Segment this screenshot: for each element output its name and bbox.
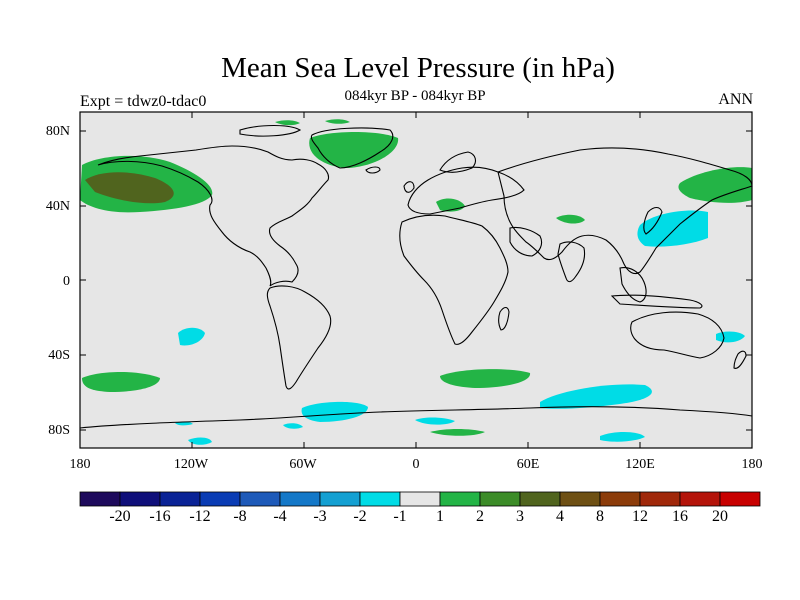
- anomaly-antarctic: [430, 429, 485, 436]
- colorbar-box: [359, 491, 401, 507]
- lat-label-40s: 40S: [48, 348, 70, 363]
- coast-antarctica: [79, 406, 753, 429]
- lon-label-120e: 120E: [625, 457, 655, 472]
- lon-label-180e: 180: [741, 457, 763, 472]
- colorbar-box: [639, 491, 681, 507]
- coast-europe: [407, 166, 525, 215]
- colorbar-box: [119, 491, 161, 507]
- lat-label-0: 0: [63, 274, 70, 289]
- lon-label-120w: 120W: [173, 457, 209, 472]
- colorbar-tick-label: 20: [712, 508, 728, 525]
- chart-subtitle: 084kyr BP - 084kyr BP: [344, 88, 486, 104]
- coast-asia: [497, 147, 753, 275]
- season-label: ANN: [718, 91, 753, 108]
- colorbar-tick-label: -1: [393, 508, 407, 525]
- map-background: [80, 112, 752, 448]
- anomaly-antarctic-east: [600, 431, 645, 442]
- anomaly-nw-pacific: [678, 167, 752, 203]
- colorbar-tick-label: 3: [516, 508, 524, 525]
- positive-anomaly-regions: [80, 119, 752, 436]
- colorbar-box: [479, 491, 521, 507]
- lon-label-60e: 60E: [516, 457, 540, 472]
- colorbar-tick-label: 12: [632, 508, 648, 525]
- axis-ticks: [79, 112, 753, 448]
- colorbar-tick-label: -20: [109, 508, 131, 525]
- colorbar-box: [559, 491, 601, 507]
- coast-greenland: [310, 127, 394, 169]
- chart-title: Mean Sea Level Pressure (in hPa): [221, 52, 615, 84]
- coastlines: [79, 124, 753, 429]
- anomaly-antarctic-west: [415, 417, 455, 425]
- colorbar-tick-label: 8: [596, 508, 604, 525]
- colorbar-box: [319, 491, 361, 507]
- colorbar-box: [519, 491, 561, 507]
- lat-label-80n: 80N: [45, 124, 70, 139]
- colorbar-tick-label: -2: [353, 508, 367, 525]
- coast-africa: [399, 214, 509, 345]
- coast-india: [557, 241, 586, 283]
- colorbar-tick-label: -12: [189, 508, 211, 525]
- colorbar-tick-label: 2: [476, 508, 484, 525]
- lat-label-40n: 40N: [45, 199, 70, 214]
- lon-label-180w: 180: [69, 457, 91, 472]
- coast-new-zealand: [733, 350, 747, 369]
- colorbar-tick-label: -3: [313, 508, 327, 525]
- anomaly-ross-sea: [188, 437, 212, 445]
- colorbar-tick-label: 1: [436, 508, 444, 525]
- anomaly-central-asia: [556, 214, 585, 224]
- coast-arabia: [509, 226, 543, 257]
- anomaly-north-pacific-core: [85, 172, 174, 204]
- colorbar-box: [719, 491, 761, 507]
- colorbar: [79, 491, 761, 507]
- coast-british-isles: [403, 181, 415, 193]
- coast-arctic-islands: [239, 124, 302, 137]
- colorbar-box: [199, 491, 241, 507]
- anomaly-south-atlantic: [301, 401, 368, 422]
- coast-scandinavia: [439, 151, 477, 173]
- lon-label-60w: 60W: [289, 457, 317, 472]
- colorbar-box: [239, 491, 281, 507]
- coast-north-america: [97, 145, 330, 287]
- colorbar-tick-label: 16: [672, 508, 688, 525]
- coast-southeast-asia: [619, 267, 647, 303]
- colorbar-tick-label: -4: [273, 508, 287, 525]
- anomaly-greenland: [309, 132, 399, 168]
- colorbar-tick-label: 4: [556, 508, 564, 525]
- coast-australia: [630, 311, 725, 359]
- coast-iceland: [365, 166, 381, 174]
- colorbar-tick-label: -16: [149, 508, 171, 525]
- anomaly-arctic-small-2: [325, 119, 350, 124]
- coast-south-america: [266, 285, 332, 390]
- coast-japan: [643, 206, 663, 235]
- anomaly-japan-east: [637, 210, 708, 247]
- colorbar-tick-label: -8: [233, 508, 247, 525]
- colorbar-box: [439, 491, 481, 507]
- colorbar-box: [599, 491, 641, 507]
- colorbar-box: [159, 491, 201, 507]
- experiment-label: Expt = tdwz0-tdac0: [80, 93, 207, 110]
- lon-label-0: 0: [412, 457, 420, 472]
- colorbar-box: [79, 491, 121, 507]
- anomaly-southern-ocean-1: [82, 372, 160, 392]
- coast-indonesia: [610, 294, 703, 309]
- lat-label-80s: 80S: [48, 423, 70, 438]
- anomaly-arctic-small: [275, 120, 300, 126]
- colorbar-box: [399, 491, 441, 507]
- anomaly-south-pacific: [178, 327, 205, 346]
- anomaly-indian-southern: [540, 384, 652, 409]
- colorbar-box: [679, 491, 721, 507]
- anomaly-southern-ocean-2: [440, 369, 531, 388]
- colorbar-box: [279, 491, 321, 507]
- anomaly-weddell: [283, 423, 303, 429]
- coast-madagascar: [498, 306, 510, 331]
